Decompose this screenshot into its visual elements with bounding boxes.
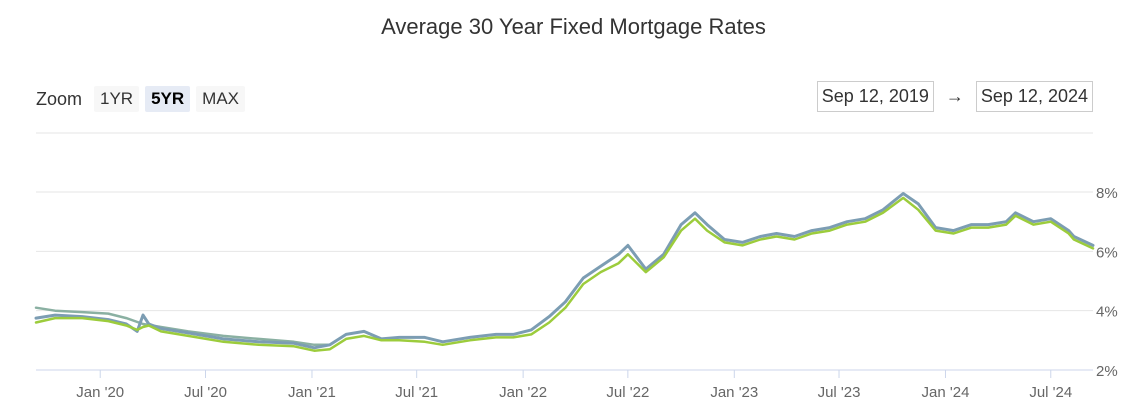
- zoom-5yr-button[interactable]: 5YR: [145, 86, 191, 112]
- x-tick-label: Jul '23: [818, 384, 861, 401]
- series-line-1: [34, 306, 332, 347]
- zoom-label: Zoom: [36, 88, 83, 109]
- x-tick-label: Jul '21: [395, 384, 438, 401]
- x-tick-label: Jan '22: [499, 384, 547, 401]
- y-tick-label: 2%: [1096, 363, 1118, 380]
- series-line-3: [34, 196, 1095, 352]
- chart-title: Average 30 Year Fixed Mortgage Rates: [381, 14, 766, 39]
- zoom-controls: Zoom 1YR 5YR MAX: [36, 84, 246, 114]
- range-arrow-icon: →: [945, 86, 964, 106]
- x-tick-label: Jan '23: [710, 384, 758, 401]
- y-tick-label: 4%: [1096, 304, 1118, 321]
- x-tick-label: Jan '20: [76, 384, 124, 401]
- x-tick-label: Jul '20: [184, 384, 227, 401]
- x-tick-label: Jul '22: [606, 384, 649, 401]
- x-tick-label: Jan '21: [288, 384, 336, 401]
- zoom-1yr-button[interactable]: 1YR: [94, 86, 140, 112]
- x-tick-label: Jan '24: [922, 384, 970, 401]
- x-tick-label: Jul '24: [1029, 384, 1072, 401]
- y-tick-label: 6%: [1096, 244, 1118, 261]
- zoom-max-button[interactable]: MAX: [196, 86, 246, 112]
- range-to-input[interactable]: Sep 12, 2024: [975, 81, 1093, 112]
- y-tick-label: 8%: [1096, 185, 1118, 202]
- range-from-input[interactable]: Sep 12, 2019: [816, 81, 934, 112]
- date-range-selector: Sep 12, 2019 → Sep 12, 2024: [816, 81, 1093, 112]
- series-line-2: [34, 192, 1095, 350]
